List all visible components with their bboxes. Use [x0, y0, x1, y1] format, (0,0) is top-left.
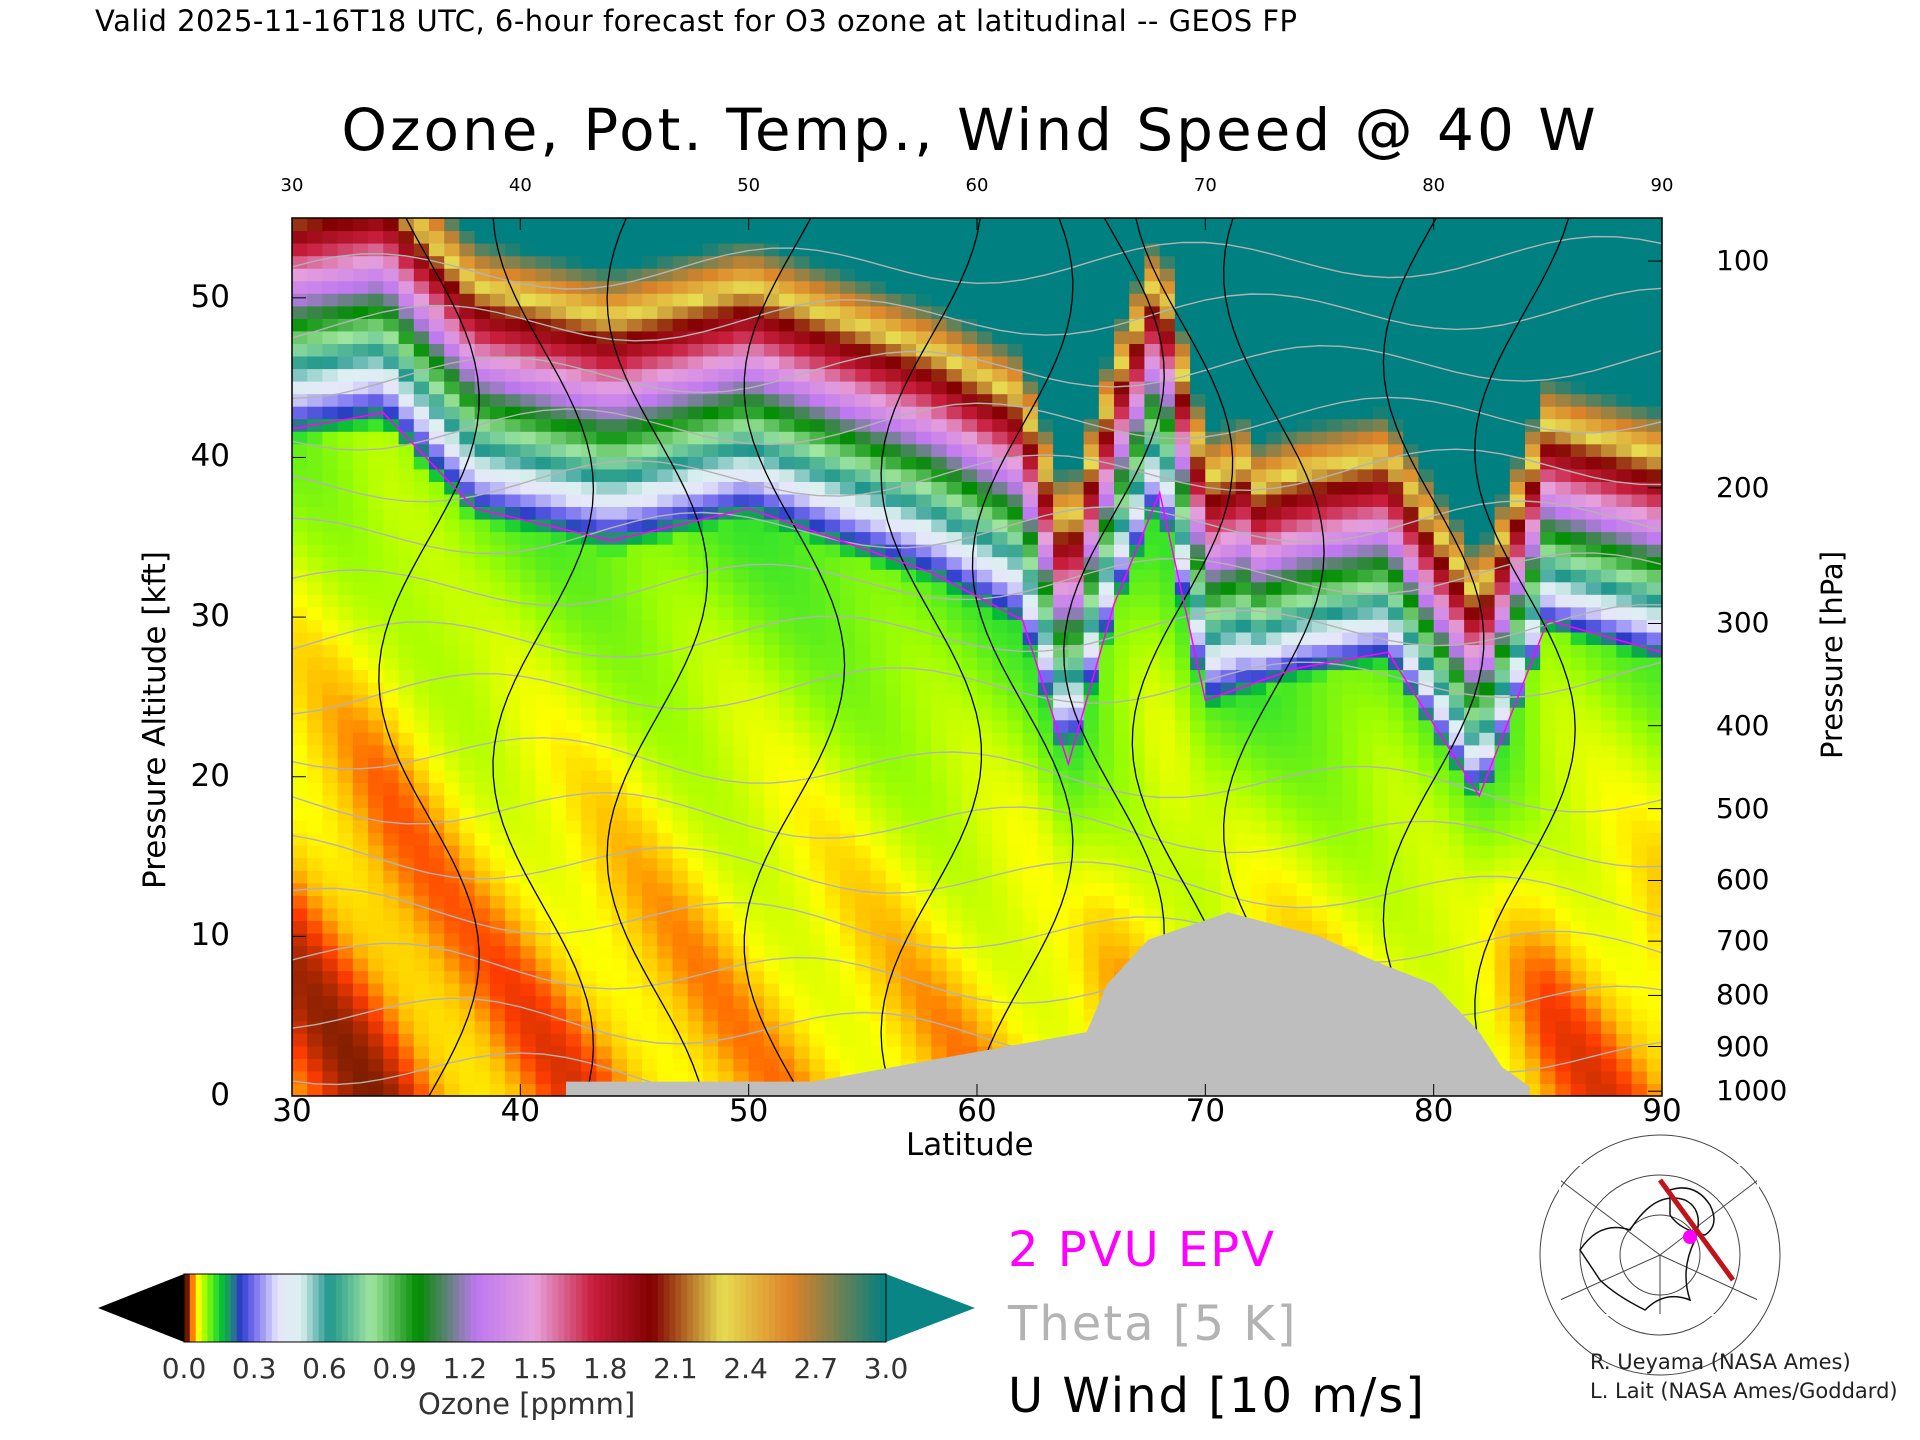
- top-x-tick-label: 90: [1650, 175, 1674, 196]
- theta-contour: [292, 791, 1662, 868]
- epv-contour: [292, 411, 1662, 798]
- y-tick-label: 40: [190, 438, 230, 475]
- colorbar-tick-label: 2.4: [723, 1352, 768, 1385]
- theta-contour: [292, 604, 1662, 658]
- theta-contour: [292, 736, 1662, 813]
- colorbar: [98, 1273, 975, 1343]
- colorbar-tick-label: 1.2: [442, 1352, 488, 1385]
- colorbar-tick-label: 0.6: [302, 1352, 347, 1385]
- theta-contour: [292, 448, 1662, 503]
- pressure-tick-label: 800: [1716, 978, 1770, 1012]
- theta-contour: [292, 500, 1662, 555]
- colorbar-tick-label: 3.0: [863, 1352, 909, 1385]
- pressure-tick-label: 400: [1716, 708, 1770, 742]
- theta-contour: [292, 887, 1662, 964]
- x-tick-label: 70: [1185, 1093, 1226, 1129]
- colorbar-min-arrow: [98, 1274, 184, 1342]
- top-x-tick-label: 80: [1422, 175, 1446, 196]
- legend-epv: 2 PVU EPV: [1008, 1222, 1277, 1278]
- colorbar-tick-label: 0.3: [231, 1352, 277, 1385]
- pressure-tick-label: 200: [1716, 470, 1770, 504]
- wind-contour: [378, 218, 480, 1096]
- location-marker: [1683, 1230, 1697, 1244]
- colorbar-tick-label: 0.0: [161, 1352, 207, 1385]
- wind-contour: [743, 218, 846, 1096]
- colorbar-tick-label: 1.5: [512, 1352, 558, 1385]
- x-tick-label: 90: [1642, 1093, 1682, 1129]
- wind-contour: [1474, 218, 1576, 1096]
- terrain-layer: [566, 912, 1530, 1096]
- top-x-tick-label: 50: [737, 175, 761, 196]
- y-tick-label: 20: [190, 757, 230, 794]
- pressure-tick-label: 1000: [1716, 1074, 1788, 1108]
- x-tick-label: 50: [728, 1093, 769, 1129]
- cross-section-track: [1657, 1178, 1736, 1282]
- pressure-axis-label: Pressure [hPa]: [1815, 550, 1849, 760]
- y-tick-label: 50: [190, 278, 230, 315]
- x-axis-label: Latitude: [906, 1127, 1034, 1163]
- colorbar-tick-label: 0.9: [372, 1352, 417, 1385]
- y-tick-label: 30: [190, 598, 230, 635]
- wind-contour: [492, 218, 595, 1096]
- top-x-tick-label: 30: [280, 175, 304, 196]
- axis-ticks: [291, 218, 1663, 1097]
- contours-layer: [292, 218, 1662, 1096]
- credit-line-1: R. Ueyama (NASA Ames): [1590, 1350, 1851, 1374]
- top-x-tick-label: 70: [1193, 175, 1217, 196]
- terrain: [566, 912, 1530, 1096]
- theta-contour: [292, 834, 1662, 918]
- theta-contour: [292, 396, 1662, 451]
- pressure-tick-label: 700: [1716, 924, 1770, 958]
- pressure-tick-label: 300: [1716, 606, 1770, 640]
- wind-contour: [880, 218, 983, 1096]
- chart-title: Ozone, Pot. Temp., Wind Speed @ 40 W: [341, 96, 1599, 164]
- colorbar-tick-label: 2.1: [653, 1352, 698, 1385]
- x-tick-label: 60: [957, 1093, 997, 1129]
- theta-contour: [292, 235, 1662, 290]
- header-text: Valid 2025-11-16T18 UTC, 6-hour forecast…: [95, 4, 1298, 38]
- top-x-tick-label: 60: [965, 175, 989, 196]
- wind-contour: [1382, 218, 1485, 1096]
- wind-contour: [971, 218, 1074, 1096]
- y-tick-label: 10: [190, 917, 230, 954]
- pressure-tick-label: 500: [1716, 791, 1770, 825]
- legend-wind: U Wind [10 m/s]: [1008, 1368, 1427, 1424]
- colorbar-max-arrow: [886, 1274, 975, 1342]
- pressure-tick-label: 900: [1716, 1029, 1770, 1063]
- inset-map: [1539, 1134, 1781, 1376]
- colorbar-tick-label: 1.8: [582, 1352, 628, 1385]
- x-tick-label: 80: [1413, 1093, 1454, 1129]
- colorbar-label: Ozone [ppmm]: [418, 1387, 636, 1421]
- colorbar-tick-label: 2.7: [793, 1352, 839, 1385]
- theta-contour: [292, 344, 1662, 400]
- credit-line-2: L. Lait (NASA Ames/Goddard): [1590, 1379, 1898, 1403]
- y-tick-label: 0: [210, 1077, 230, 1113]
- pressure-tick-label: 100: [1716, 244, 1770, 278]
- theta-contour: [292, 661, 1662, 715]
- x-tick-label: 30: [272, 1093, 312, 1129]
- legend-theta: Theta [5 K]: [1008, 1296, 1298, 1352]
- x-tick-label: 40: [500, 1093, 541, 1129]
- pressure-tick-label: 600: [1716, 863, 1770, 897]
- wind-contour: [606, 218, 709, 1096]
- theta-contour: [292, 287, 1662, 342]
- top-x-tick-label: 40: [508, 175, 532, 196]
